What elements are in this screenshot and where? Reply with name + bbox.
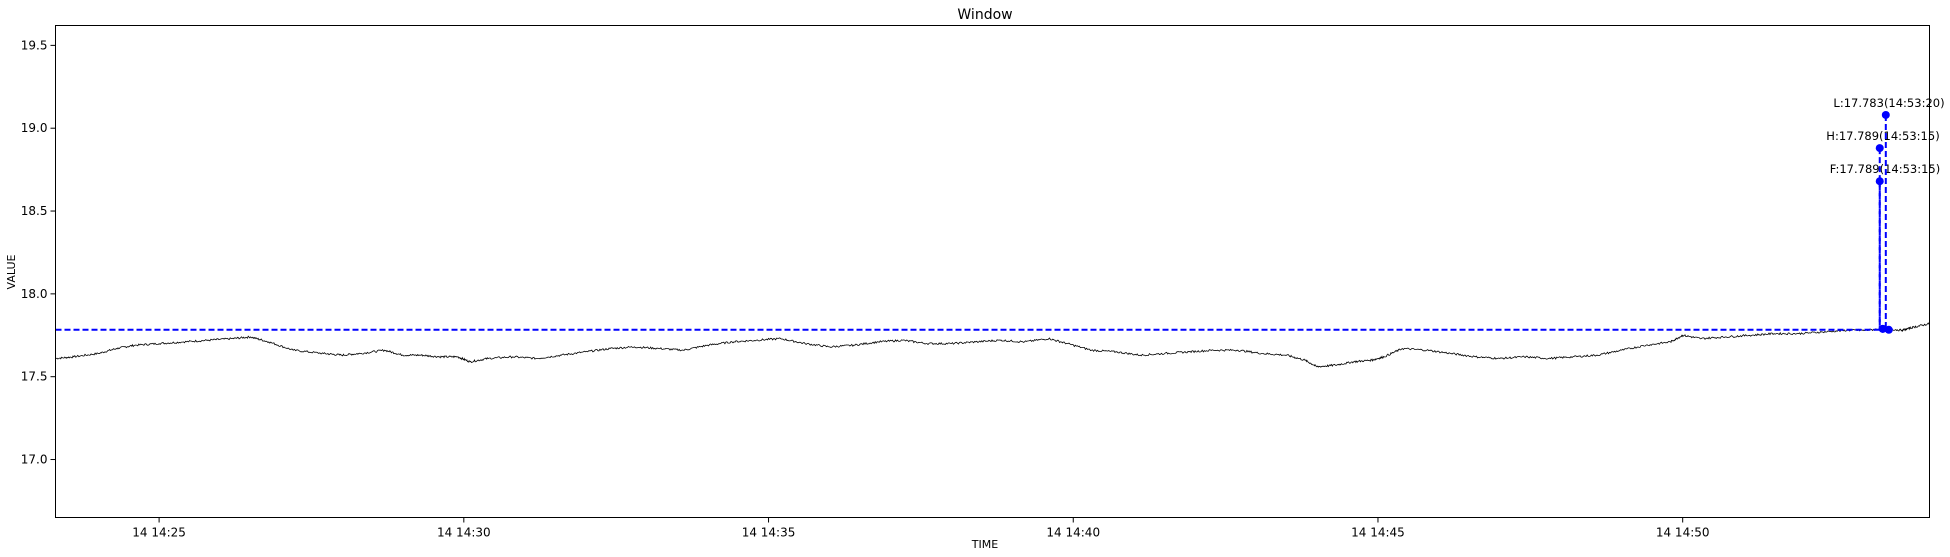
x-tick-label: 14 14:30: [437, 526, 491, 540]
marker-label-H: H:17.789(14:53:15): [1826, 129, 1939, 143]
y-tick-label: 18.0: [21, 287, 48, 301]
x-tick-label: 14 14:45: [1351, 526, 1405, 540]
x-tick-label: 14 14:35: [742, 526, 796, 540]
y-tick-label: 18.5: [21, 204, 48, 218]
marker-layer: F:17.789(14:53:15)H:17.789(14:53:15)L:17…: [1826, 96, 1945, 334]
x-axis: 14 14:25 14 14:30 14 14:35 14 14:40 14 14:45…: [132, 517, 1710, 540]
marker-base-L: [1884, 325, 1893, 334]
x-tick-label: 14 14:25: [132, 526, 186, 540]
x-tick-label: 14 14:50: [1656, 526, 1710, 540]
marker-label-L: L:17.783(14:53:20): [1833, 96, 1944, 110]
y-axis-label: VALUE: [5, 254, 18, 289]
marker-point-F: [1875, 177, 1884, 186]
marker-point-H: [1875, 144, 1884, 153]
y-tick-label: 19.5: [21, 38, 48, 52]
plot-frame: [55, 25, 1930, 518]
x-tick-label: 14 14:40: [1046, 526, 1100, 540]
y-tick-label: 17.0: [21, 453, 48, 467]
x-axis-label: TIME: [971, 538, 998, 551]
y-axis: 17.0 17.5 18.0 18.5 19.0 19.5: [21, 38, 56, 467]
y-tick-label: 19.0: [21, 121, 48, 135]
series-layer: [55, 322, 1930, 368]
y-tick-label: 17.5: [21, 370, 48, 384]
marker-point-L: [1881, 110, 1890, 119]
marker-base-H: [1878, 324, 1887, 333]
series-line-price: [55, 322, 1930, 368]
chart-title: Window: [957, 7, 1012, 23]
